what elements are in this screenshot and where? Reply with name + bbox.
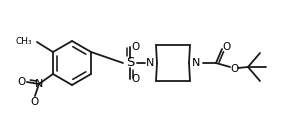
Text: N: N (146, 58, 154, 68)
Text: O: O (231, 64, 239, 74)
Text: S: S (126, 57, 134, 69)
Text: O: O (132, 42, 140, 52)
Text: O: O (223, 42, 231, 52)
Text: O: O (31, 97, 39, 107)
Text: O: O (18, 77, 26, 87)
Text: N: N (35, 79, 43, 89)
Text: O: O (132, 74, 140, 84)
Text: CH₃: CH₃ (15, 36, 32, 45)
Text: N: N (192, 58, 200, 68)
